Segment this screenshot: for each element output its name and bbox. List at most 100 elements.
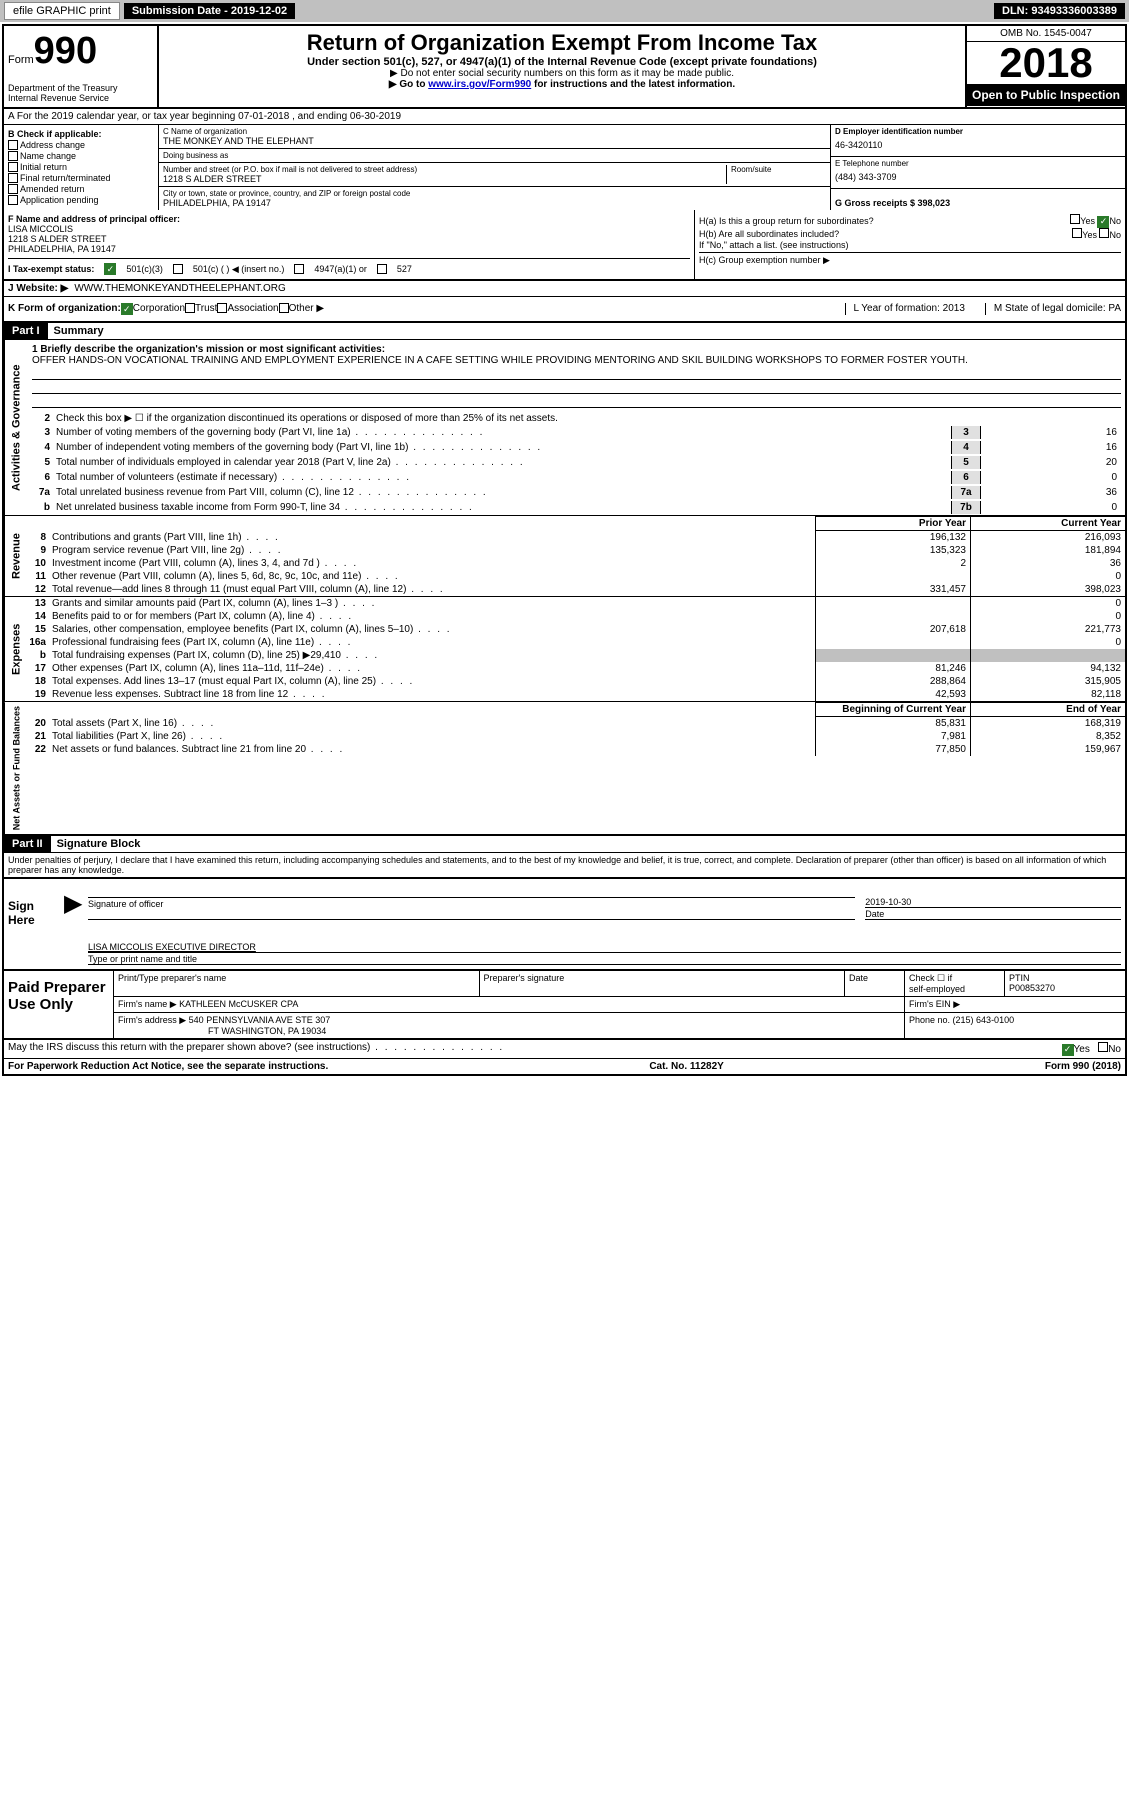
data-row: 19Revenue less expenses. Subtract line 1…	[28, 688, 1125, 701]
officer-label: F Name and address of principal officer:	[8, 214, 690, 224]
col-def: D Employer identification number 46-3420…	[830, 125, 1125, 210]
checkbox[interactable]	[8, 151, 18, 161]
col-b: B Check if applicable: Address change Na…	[4, 125, 159, 210]
dept-label: Department of the Treasury Internal Reve…	[8, 83, 153, 103]
inspection-label: Open to Public Inspection	[967, 84, 1125, 106]
checkbox-checked[interactable]: ✓	[1062, 1044, 1074, 1056]
revenue-section: Revenue Prior Year Current Year 8Contrib…	[4, 515, 1125, 596]
officer-row: F Name and address of principal officer:…	[4, 210, 1125, 280]
expenses-label: Expenses	[4, 597, 28, 701]
hc-label: H(c) Group exemption number ▶	[699, 252, 1121, 266]
checkbox[interactable]	[185, 303, 195, 313]
gross-receipts: G Gross receipts $ 398,023	[835, 198, 950, 208]
data-row: 6Total number of volunteers (estimate if…	[28, 470, 1125, 485]
data-row: 10Investment income (Part VIII, column (…	[28, 557, 1125, 570]
mission-label: 1 Briefly describe the organization's mi…	[32, 344, 1121, 355]
data-row: 15Salaries, other compensation, employee…	[28, 623, 1125, 636]
firm-name: KATHLEEN McCUSKER CPA	[179, 999, 298, 1009]
checkbox[interactable]	[377, 264, 387, 274]
form-subtitle: Under section 501(c), 527, or 4947(a)(1)…	[163, 56, 961, 68]
form-header: Form 990 Department of the Treasury Inte…	[4, 26, 1125, 109]
current-year-header: Current Year	[970, 516, 1125, 531]
checkbox[interactable]	[8, 140, 18, 150]
expenses-section: Expenses 13Grants and similar amounts pa…	[4, 596, 1125, 701]
checkbox[interactable]	[8, 184, 18, 194]
hb-label: H(b) Are all subordinates included?	[699, 229, 839, 239]
firm-ein-label: Firm's EIN ▶	[905, 997, 1125, 1012]
street-label: Number and street (or P.O. box if mail i…	[163, 165, 726, 174]
data-row: 21Total liabilities (Part X, line 26)7,9…	[28, 730, 1125, 743]
website-row: J Website: ▶ WWW.THEMONKEYANDTHEELEPHANT…	[4, 280, 1125, 297]
year-formation: L Year of formation: 2013	[845, 303, 965, 315]
data-row: 3Number of voting members of the governi…	[28, 425, 1125, 440]
arrow-icon: ▶	[64, 879, 84, 969]
checkbox[interactable]	[294, 264, 304, 274]
checkbox-checked[interactable]: ✓	[104, 263, 116, 275]
revenue-label: Revenue	[4, 516, 28, 596]
name-label: C Name of organization	[163, 127, 826, 136]
footer-row: For Paperwork Reduction Act Notice, see …	[4, 1058, 1125, 1074]
sig-officer-label: Signature of officer	[88, 897, 855, 909]
data-row: 7aTotal unrelated business revenue from …	[28, 485, 1125, 500]
hb-note: If "No," attach a list. (see instruction…	[699, 240, 1121, 250]
line2: Check this box ▶ ☐ if the organization d…	[56, 413, 1121, 424]
data-row: bNet unrelated business taxable income f…	[28, 500, 1125, 515]
form-note1: ▶ Do not enter social security numbers o…	[163, 68, 961, 79]
dba-label: Doing business as	[163, 151, 826, 160]
sign-here-block: Sign Here ▶ Signature of officer 2019-10…	[4, 877, 1125, 969]
firm-phone: Phone no. (215) 643-0100	[905, 1013, 1125, 1038]
data-row: 9Program service revenue (Part VIII, lin…	[28, 544, 1125, 557]
form-ref: Form 990 (2018)	[1045, 1061, 1121, 1072]
checkbox[interactable]	[1070, 214, 1080, 224]
efile-label[interactable]: efile GRAPHIC print	[4, 2, 120, 20]
submission-date: Submission Date - 2019-12-02	[124, 3, 295, 19]
data-row: 12Total revenue—add lines 8 through 11 (…	[28, 583, 1125, 596]
cat-no: Cat. No. 11282Y	[649, 1061, 723, 1072]
prep-sig-label: Preparer's signature	[480, 971, 846, 996]
ptin-label: PTIN	[1009, 973, 1121, 983]
state-domicile: M State of legal domicile: PA	[985, 303, 1121, 315]
sig-name-label: Type or print name and title	[88, 952, 1121, 964]
checkbox[interactable]	[217, 303, 227, 313]
ein-label: D Employer identification number	[835, 127, 1121, 136]
part2-header: Part II Signature Block	[4, 834, 1125, 853]
checkbox[interactable]	[1072, 228, 1082, 238]
phone-label: E Telephone number	[835, 159, 1121, 168]
form-title: Return of Organization Exempt From Incom…	[163, 30, 961, 56]
website-url: WWW.THEMONKEYANDTHEELEPHANT.ORG	[74, 283, 286, 294]
checkbox[interactable]	[1098, 1042, 1108, 1052]
tax-year: 2018	[967, 42, 1125, 84]
part1-header: Part I Summary	[4, 323, 1125, 340]
checkbox-checked[interactable]: ✓	[121, 303, 133, 315]
data-row: 16aProfessional fundraising fees (Part I…	[28, 636, 1125, 649]
data-row: 22Net assets or fund balances. Subtract …	[28, 743, 1125, 756]
city-label: City or town, state or province, country…	[163, 189, 826, 198]
row-k: K Form of organization: ✓Corporation Tru…	[4, 297, 1125, 323]
mission-text: OFFER HANDS-ON VOCATIONAL TRAINING AND E…	[32, 355, 1121, 366]
checkbox[interactable]	[279, 303, 289, 313]
col-c: C Name of organization THE MONKEY AND TH…	[159, 125, 830, 210]
end-year-header: End of Year	[970, 702, 1125, 717]
section-a: A For the 2019 calendar year, or tax yea…	[4, 109, 1125, 125]
form-990: Form 990 Department of the Treasury Inte…	[2, 24, 1127, 1076]
form-number: 990	[34, 30, 97, 73]
phone-value: (484) 343-3709	[835, 168, 1121, 186]
officer-city: PHILADELPHIA, PA 19147	[8, 244, 690, 254]
irs-link[interactable]: www.irs.gov/Form990	[428, 79, 531, 90]
data-row: 20Total assets (Part X, line 16)85,83116…	[28, 717, 1125, 730]
checkbox[interactable]	[1099, 228, 1109, 238]
data-row: 5Total number of individuals employed in…	[28, 455, 1125, 470]
ha-label: H(a) Is this a group return for subordin…	[699, 216, 874, 226]
checkbox[interactable]	[173, 264, 183, 274]
col-b-header: B Check if applicable:	[8, 129, 154, 139]
data-row: 14Benefits paid to or for members (Part …	[28, 610, 1125, 623]
ptin-value: P00853270	[1009, 983, 1121, 993]
top-toolbar: efile GRAPHIC print Submission Date - 20…	[0, 0, 1129, 22]
checkbox[interactable]	[8, 195, 18, 205]
checkbox-checked[interactable]: ✓	[1097, 216, 1109, 228]
street-value: 1218 S ALDER STREET	[163, 174, 726, 184]
netassets-section: Net Assets or Fund Balances Beginning of…	[4, 701, 1125, 834]
checkbox[interactable]	[8, 173, 18, 183]
preparer-block: Paid Preparer Use Only Print/Type prepar…	[4, 969, 1125, 1040]
checkbox[interactable]	[8, 162, 18, 172]
